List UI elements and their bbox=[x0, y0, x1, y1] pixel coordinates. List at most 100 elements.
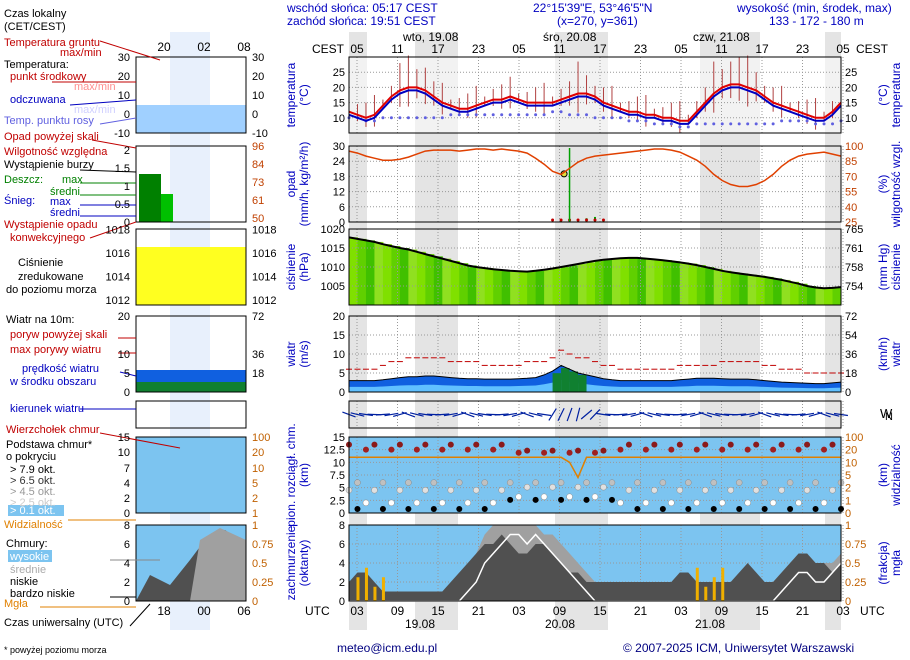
tick-label: 0 bbox=[124, 508, 130, 520]
legend-entry: Wystąpienie burzy bbox=[4, 159, 94, 171]
cloud-base-dot bbox=[541, 449, 548, 456]
legend-entry: Temperatura: bbox=[4, 59, 69, 71]
dew-point bbox=[635, 119, 639, 123]
right-axis-title: (km) bbox=[876, 463, 890, 487]
cloud-base-dot bbox=[456, 479, 463, 486]
tick-label: 1018 bbox=[252, 225, 276, 237]
cloud-base-dot bbox=[422, 486, 429, 494]
low-clouds-area bbox=[349, 534, 841, 601]
cloud-base-dot bbox=[379, 479, 387, 486]
cloud-base-dot bbox=[744, 446, 751, 453]
left-axis-title: (hPa) bbox=[297, 252, 311, 281]
tick-label: 1012 bbox=[106, 295, 130, 307]
tick-label: 4 bbox=[124, 558, 130, 570]
wind-arrow bbox=[375, 413, 390, 416]
cloud-base-dot bbox=[727, 441, 734, 448]
cloud-base-dot bbox=[473, 441, 480, 448]
tick-label: 30 bbox=[252, 52, 264, 64]
tick-label: 12 bbox=[333, 187, 345, 199]
local-hour: 23 bbox=[796, 42, 810, 56]
tick-label: 2 bbox=[339, 577, 345, 589]
wind-arrow bbox=[715, 412, 730, 417]
contact-email[interactable]: meteo@icm.edu.pl bbox=[337, 641, 438, 655]
dew-point bbox=[720, 122, 724, 126]
cloud-base-dot bbox=[481, 505, 488, 512]
cloud-base-dot bbox=[481, 479, 488, 486]
tick-label: 15 bbox=[333, 98, 345, 110]
legend-entry: Wierzchołek chmur bbox=[6, 424, 100, 436]
tick-label: 96 bbox=[252, 141, 264, 153]
pressure-line bbox=[348, 236, 842, 290]
wind-arrow bbox=[621, 412, 636, 417]
wind-arrow bbox=[477, 412, 492, 417]
cloud-base-dot bbox=[506, 479, 514, 486]
dew-point bbox=[771, 122, 775, 126]
pressure-fill bbox=[815, 287, 825, 305]
cloud-base-dot bbox=[591, 493, 599, 501]
convective-dot bbox=[585, 218, 589, 222]
dew-point bbox=[432, 116, 436, 120]
cloud-base-dot bbox=[625, 486, 633, 494]
legend-entry: Podstawa chmur* bbox=[6, 439, 93, 451]
cloud-base-dot bbox=[439, 446, 446, 453]
right-axis-title: wiatr bbox=[889, 341, 903, 367]
dew-point bbox=[593, 116, 597, 120]
dew-point bbox=[695, 122, 699, 126]
utc-hour: 15 bbox=[431, 604, 445, 618]
tick-label: 2 bbox=[124, 145, 130, 157]
wind-arrow bbox=[774, 412, 789, 417]
utc-hour: 21 bbox=[634, 604, 648, 618]
tick-label: 36 bbox=[252, 349, 264, 361]
pressure-fill bbox=[544, 269, 554, 305]
cloud-base-dot bbox=[388, 499, 395, 507]
wind-arrow bbox=[800, 412, 815, 417]
utc-hour: 03 bbox=[674, 604, 688, 618]
legend-entry: (CET/CEST) bbox=[4, 21, 66, 33]
dew-point bbox=[474, 113, 478, 117]
dew-point bbox=[822, 122, 826, 126]
dew-point bbox=[661, 122, 665, 126]
mini-wind-inner bbox=[136, 382, 246, 392]
pressure-fill bbox=[730, 272, 740, 305]
mini-bg bbox=[136, 437, 246, 513]
wind-arrow bbox=[503, 412, 518, 417]
cloud-base-dot bbox=[540, 493, 548, 501]
cloud-base-dot bbox=[507, 496, 514, 503]
utc-hour: 21 bbox=[472, 604, 486, 618]
tick-label: 5 bbox=[339, 368, 345, 380]
dew-point bbox=[483, 113, 487, 117]
dew-point bbox=[406, 116, 410, 120]
temp-frame bbox=[348, 56, 842, 134]
tick-label: 8 bbox=[339, 520, 345, 532]
cloud-base-dot bbox=[354, 505, 361, 512]
cloud-base-dot bbox=[642, 446, 649, 453]
wind-arrow bbox=[740, 412, 755, 417]
wind-arrow bbox=[757, 411, 772, 418]
pressure-fill bbox=[382, 244, 392, 305]
pressure-fill bbox=[637, 257, 647, 305]
legend-leader bbox=[119, 371, 137, 377]
dew-point bbox=[754, 122, 758, 126]
cloud-base-dot bbox=[388, 446, 395, 453]
pressure-fill bbox=[824, 288, 834, 305]
fog-bar bbox=[704, 586, 708, 601]
local-hour: 17 bbox=[431, 42, 445, 56]
legend-leader bbox=[79, 169, 137, 173]
wind-arrow bbox=[384, 412, 399, 417]
cloud-base-dot bbox=[430, 479, 438, 486]
tick-label: 2 bbox=[252, 493, 258, 505]
wind-strong bbox=[578, 374, 587, 392]
fog-bar bbox=[381, 577, 385, 601]
legend-entry: max bbox=[62, 174, 83, 186]
tick-label: 10 bbox=[252, 463, 264, 475]
cloud-base-dot bbox=[532, 479, 539, 486]
tick-label: 0 bbox=[124, 217, 130, 229]
wind-speed-area bbox=[349, 365, 841, 392]
tick-label: 2.5 bbox=[330, 495, 345, 507]
cloud-base-dot bbox=[566, 449, 573, 456]
dew-point bbox=[669, 122, 673, 126]
date-top: czw, 21.08 bbox=[693, 30, 750, 44]
cloud-base-dot bbox=[659, 479, 667, 486]
cloud-base-dot bbox=[761, 479, 768, 486]
